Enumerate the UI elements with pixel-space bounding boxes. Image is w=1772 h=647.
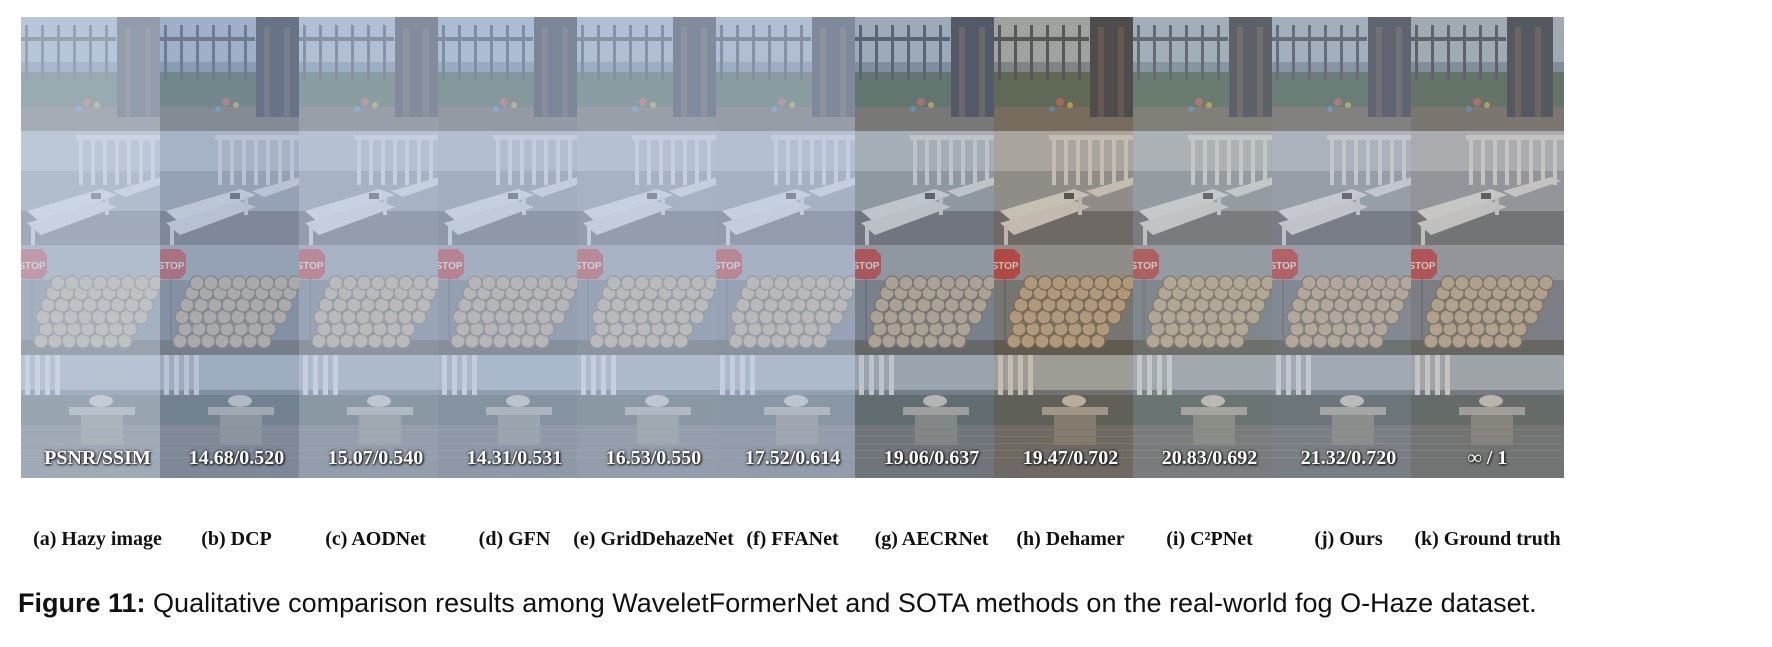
psnr-ssim-value: 15.07/0.540 bbox=[327, 447, 424, 469]
result-image-logs: STOP bbox=[994, 245, 1147, 368]
column-label: (c) AODNet bbox=[325, 528, 426, 550]
result-image-garden bbox=[577, 17, 730, 140]
result-image-table: 20.83/0.692 bbox=[1133, 355, 1286, 478]
result-image-logs: STOP bbox=[160, 245, 313, 368]
result-image-benches bbox=[1272, 131, 1425, 254]
stop-sign-text: STOP bbox=[1411, 261, 1436, 272]
stop-sign-text: STOP bbox=[1272, 261, 1297, 272]
stop-sign-text: STOP bbox=[855, 261, 880, 272]
result-image-garden bbox=[994, 17, 1147, 140]
caption-number: Figure 11: bbox=[18, 588, 146, 618]
result-image-table: 15.07/0.540 bbox=[299, 355, 452, 478]
result-image-table: ∞ / 1 bbox=[1411, 355, 1564, 478]
result-image-garden bbox=[299, 17, 452, 140]
result-image-benches bbox=[855, 131, 1008, 254]
result-image-benches bbox=[438, 131, 591, 254]
result-image-garden bbox=[438, 17, 591, 140]
psnr-ssim-value: 16.53/0.550 bbox=[605, 447, 702, 469]
psnr-ssim-value: 17.52/0.614 bbox=[744, 447, 841, 469]
result-image-benches bbox=[1411, 131, 1564, 254]
result-image-benches bbox=[160, 131, 313, 254]
column-label: (a) Hazy image bbox=[33, 528, 162, 550]
result-image-logs: STOP bbox=[1133, 245, 1286, 368]
stop-sign-text: STOP bbox=[21, 261, 46, 272]
result-image-logs: STOP bbox=[1411, 245, 1564, 368]
result-image-benches bbox=[299, 131, 452, 254]
column-label: (f) FFANet bbox=[746, 528, 839, 550]
result-image-logs: STOP bbox=[299, 245, 452, 368]
column-label: (j) Ours bbox=[1314, 528, 1383, 550]
caption-text: Qualitative comparison results among Wav… bbox=[145, 588, 1537, 618]
result-image-table: 14.68/0.520 bbox=[160, 355, 313, 478]
result-image-benches bbox=[1133, 131, 1286, 254]
result-image-table: PSNR/SSIM bbox=[21, 355, 174, 478]
result-image-logs: STOP bbox=[855, 245, 1008, 368]
stop-sign-text: STOP bbox=[994, 261, 1019, 272]
psnr-ssim-value: 21.32/0.720 bbox=[1300, 447, 1397, 469]
result-image-garden bbox=[855, 17, 1008, 140]
result-image-garden bbox=[716, 17, 869, 140]
result-image-table: 21.32/0.720 bbox=[1272, 355, 1425, 478]
column-label: (d) GFN bbox=[478, 528, 551, 550]
stop-sign-text: STOP bbox=[577, 261, 602, 272]
result-image-table: 17.52/0.614 bbox=[716, 355, 869, 478]
stop-sign-text: STOP bbox=[716, 261, 741, 272]
result-image-logs: STOP bbox=[1272, 245, 1425, 368]
result-image-benches bbox=[21, 131, 174, 254]
column-label: (g) AECRNet bbox=[874, 528, 989, 550]
result-image-garden bbox=[21, 17, 174, 140]
column-label: (i) C²PNet bbox=[1166, 528, 1253, 550]
result-image-table: 14.31/0.531 bbox=[438, 355, 591, 478]
stop-sign-text: STOP bbox=[1133, 261, 1158, 272]
result-image-logs: STOP bbox=[577, 245, 730, 368]
stop-sign-text: STOP bbox=[299, 261, 324, 272]
column-label: (k) Ground truth bbox=[1414, 528, 1561, 550]
result-image-logs: STOP bbox=[438, 245, 591, 368]
column-label: (h) Dehamer bbox=[1016, 528, 1125, 550]
result-image-garden bbox=[1411, 17, 1564, 140]
result-image-garden bbox=[160, 17, 313, 140]
result-image-garden bbox=[1133, 17, 1286, 140]
result-image-logs: STOP bbox=[716, 245, 869, 368]
result-image-table: 19.47/0.702 bbox=[994, 355, 1147, 478]
psnr-ssim-value: ∞ / 1 bbox=[1467, 447, 1508, 469]
result-image-logs: STOP bbox=[21, 245, 174, 368]
column-label: (e) GridDehazeNet bbox=[573, 528, 734, 550]
result-image-benches bbox=[994, 131, 1147, 254]
stop-sign-text: STOP bbox=[160, 261, 185, 272]
result-image-benches bbox=[577, 131, 730, 254]
result-image-table: 19.06/0.637 bbox=[855, 355, 1008, 478]
result-image-table: 16.53/0.550 bbox=[577, 355, 730, 478]
stop-sign-text: STOP bbox=[438, 261, 463, 272]
figure-caption: Figure 11: Qualitative comparison result… bbox=[18, 588, 1758, 619]
psnr-ssim-value: 20.83/0.692 bbox=[1161, 447, 1258, 469]
result-image-benches bbox=[716, 131, 869, 254]
column-label: (b) DCP bbox=[201, 528, 272, 550]
psnr-ssim-value: 19.47/0.702 bbox=[1022, 447, 1119, 469]
psnr-ssim-value: 14.68/0.520 bbox=[188, 447, 285, 469]
result-image-garden bbox=[1272, 17, 1425, 140]
psnr-ssim-value: 19.06/0.637 bbox=[883, 447, 980, 469]
psnr-ssim-value: 14.31/0.531 bbox=[466, 447, 563, 469]
psnr-ssim-value: PSNR/SSIM bbox=[44, 447, 151, 469]
